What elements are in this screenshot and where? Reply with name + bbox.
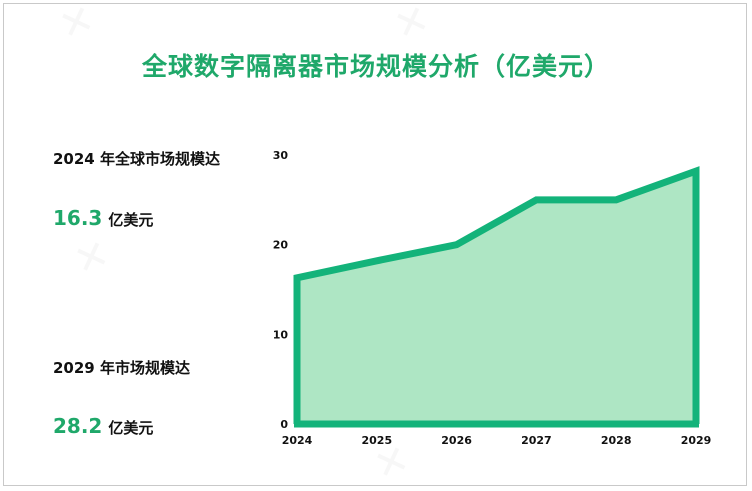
stat-2029-label: 2029 年市场规模达 xyxy=(53,359,190,377)
x-tick-label: 2024 xyxy=(282,434,313,447)
x-tick-label: 2027 xyxy=(521,434,552,447)
y-tick-label: 30 xyxy=(273,149,289,162)
y-tick-label: 0 xyxy=(280,418,288,431)
stat-2024-value: 16.3 亿美元 xyxy=(53,206,153,230)
stat-2029-unit: 亿美元 xyxy=(108,419,154,437)
x-tick-label: 2028 xyxy=(601,434,632,447)
y-tick-label: 10 xyxy=(273,328,289,341)
stat-2024-label: 2024 年全球市场规模达 xyxy=(53,150,220,168)
chart-title: 全球数字隔离器市场规模分析（亿美元） xyxy=(141,52,610,81)
series-line xyxy=(293,166,700,424)
stat-2024-unit: 亿美元 xyxy=(108,211,154,229)
stat-2029-value: 28.2 亿美元 xyxy=(53,414,153,438)
x-tick-label: 2025 xyxy=(361,434,392,447)
x-tick-label: 2029 xyxy=(681,434,712,447)
x-tick-label: 2026 xyxy=(441,434,472,447)
stat-2024-number: 16.3 xyxy=(53,206,103,230)
stat-2029-number: 28.2 xyxy=(53,414,103,438)
y-tick-label: 20 xyxy=(273,239,289,252)
area-fill xyxy=(297,171,696,424)
